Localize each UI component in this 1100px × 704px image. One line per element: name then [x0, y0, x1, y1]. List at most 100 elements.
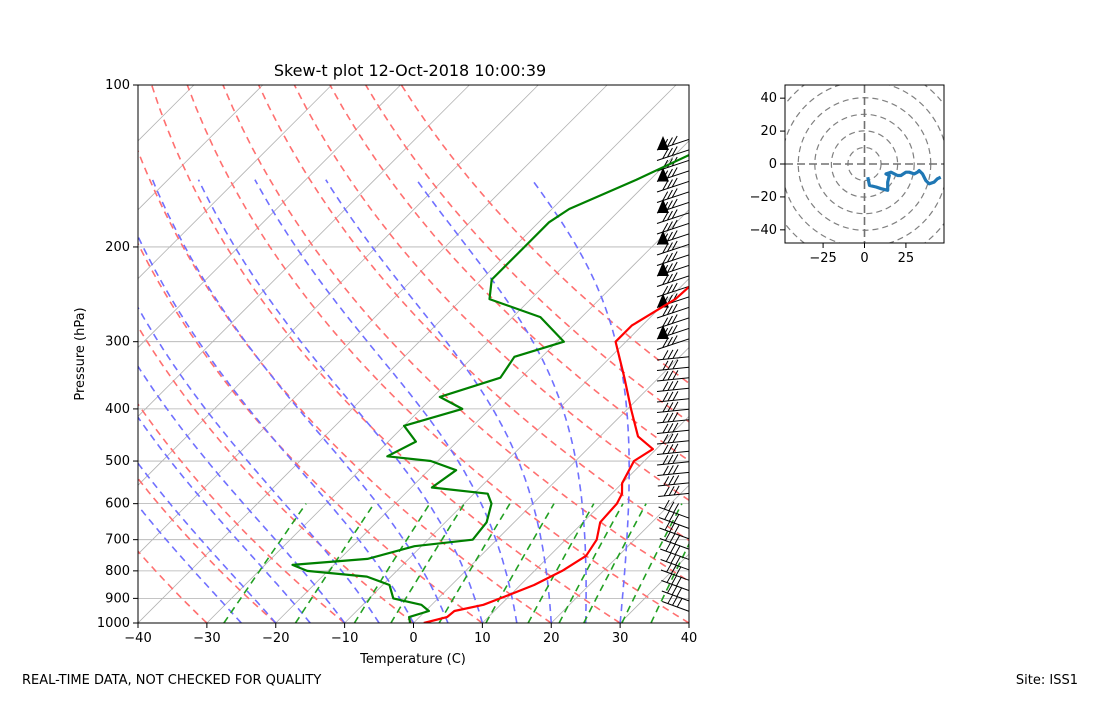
- wind-barb: [656, 146, 689, 161]
- barb-flag: [666, 583, 673, 594]
- barb-flag: [671, 188, 678, 198]
- barb-pennant: [657, 136, 669, 150]
- x-tick-label: 10: [474, 631, 491, 646]
- dry-adiabat: [400, 85, 689, 385]
- wind-barb: [656, 401, 689, 413]
- barb-flag: [671, 282, 678, 293]
- wind-barb: [656, 412, 689, 424]
- barb-flag: [662, 423, 669, 434]
- barb-flag: [676, 597, 683, 608]
- barb-shaft: [656, 440, 689, 445]
- barb-flag: [666, 562, 673, 573]
- hodograph-y-tick-label: −40: [750, 223, 777, 238]
- dry-adiabat: [138, 477, 277, 623]
- dewpoint-profile: [291, 153, 689, 623]
- barb-flag: [662, 254, 669, 264]
- barb-shaft: [656, 461, 689, 466]
- barb-flag: [662, 296, 669, 306]
- barb-shaft: [656, 387, 689, 392]
- barb-flag: [675, 576, 682, 587]
- barb-flag: [667, 454, 674, 465]
- barb-shaft: [657, 471, 689, 476]
- barb-flag: [671, 240, 678, 251]
- wind-barb: [656, 219, 689, 235]
- wind-barb: [656, 261, 689, 277]
- moist-adiabat: [138, 364, 346, 623]
- barb-flag: [672, 359, 679, 370]
- barb-flag: [674, 545, 681, 555]
- y-tick-label: 200: [105, 240, 130, 255]
- barb-flag: [672, 401, 679, 412]
- barb-flag: [667, 594, 674, 604]
- isotherm: [138, 85, 401, 349]
- barb-flag: [667, 242, 673, 252]
- barb-flag: [671, 585, 678, 596]
- mixing-ratio-line: [485, 503, 555, 623]
- barb-shaft: [656, 275, 689, 287]
- barb-shaft: [656, 254, 689, 266]
- barb-flag: [664, 531, 671, 541]
- barb-flag: [673, 475, 680, 485]
- hodograph-ticks: −25 0 25 −40 −20 0 20 40: [750, 91, 915, 266]
- barb-flag: [667, 252, 673, 263]
- barb-pennant: [657, 199, 669, 213]
- barb-shaft: [662, 601, 689, 612]
- barb-shaft: [656, 450, 689, 455]
- isotherm: [550, 484, 689, 623]
- barb-flag: [667, 179, 673, 189]
- mixing-ratio-line: [558, 503, 624, 623]
- wind-barb: [656, 251, 689, 266]
- barb-flag: [670, 564, 677, 575]
- barb-shaft: [656, 338, 689, 350]
- barb-flag: [671, 146, 678, 156]
- barb-flag: [671, 230, 678, 240]
- barb-flag: [671, 209, 678, 219]
- barb-flag: [672, 391, 679, 401]
- barb-flag: [662, 170, 669, 180]
- pressure-gridlines: [138, 84, 689, 624]
- barb-flag: [662, 212, 669, 222]
- mixing-ratio-line: [390, 503, 466, 623]
- barb-flag: [673, 513, 680, 524]
- barb-pennant: [657, 230, 669, 245]
- wind-barb: [656, 433, 689, 445]
- barb-flag: [665, 541, 672, 552]
- isotherm: [138, 85, 332, 280]
- barb-shaft: [656, 180, 689, 193]
- wind-barb: [656, 188, 689, 203]
- barb-shaft: [656, 408, 689, 413]
- barb-flag: [671, 135, 678, 146]
- wind-barb: [656, 198, 689, 214]
- wind-barb: [656, 391, 689, 403]
- wind-barb: [656, 335, 689, 350]
- dry-adiabat: [365, 85, 689, 423]
- barb-flag: [673, 524, 680, 534]
- y-tick-label: 100: [105, 78, 130, 93]
- barb-flag: [662, 402, 669, 413]
- wind-barb: [656, 380, 689, 392]
- barb-flag: [667, 263, 673, 273]
- barb-flag: [667, 360, 674, 370]
- moist-adiabat: [531, 179, 630, 623]
- hodograph-line: [866, 169, 942, 192]
- isotherm: [138, 85, 195, 142]
- barb-flag: [672, 422, 679, 433]
- barb-flag: [667, 273, 673, 284]
- barb-flag: [664, 520, 671, 531]
- barb-flag: [667, 315, 673, 326]
- wind-barb: [662, 594, 689, 612]
- mixing-ratio-line: [650, 542, 689, 623]
- barb-shaft: [656, 419, 689, 424]
- temperature-profile: [423, 285, 689, 623]
- isotherm: [344, 278, 689, 623]
- barb-flag: [670, 554, 677, 564]
- barb-flag: [668, 486, 675, 496]
- hodograph: −25 0 25 −40 −20 0 20 40: [750, 84, 945, 266]
- dry-adiabats: [138, 85, 689, 623]
- mixing-ratio-line: [438, 503, 511, 623]
- dry-adiabat: [150, 85, 621, 623]
- hodograph-x-tick-label: 0: [860, 251, 868, 266]
- y-tick-label: 500: [105, 454, 130, 469]
